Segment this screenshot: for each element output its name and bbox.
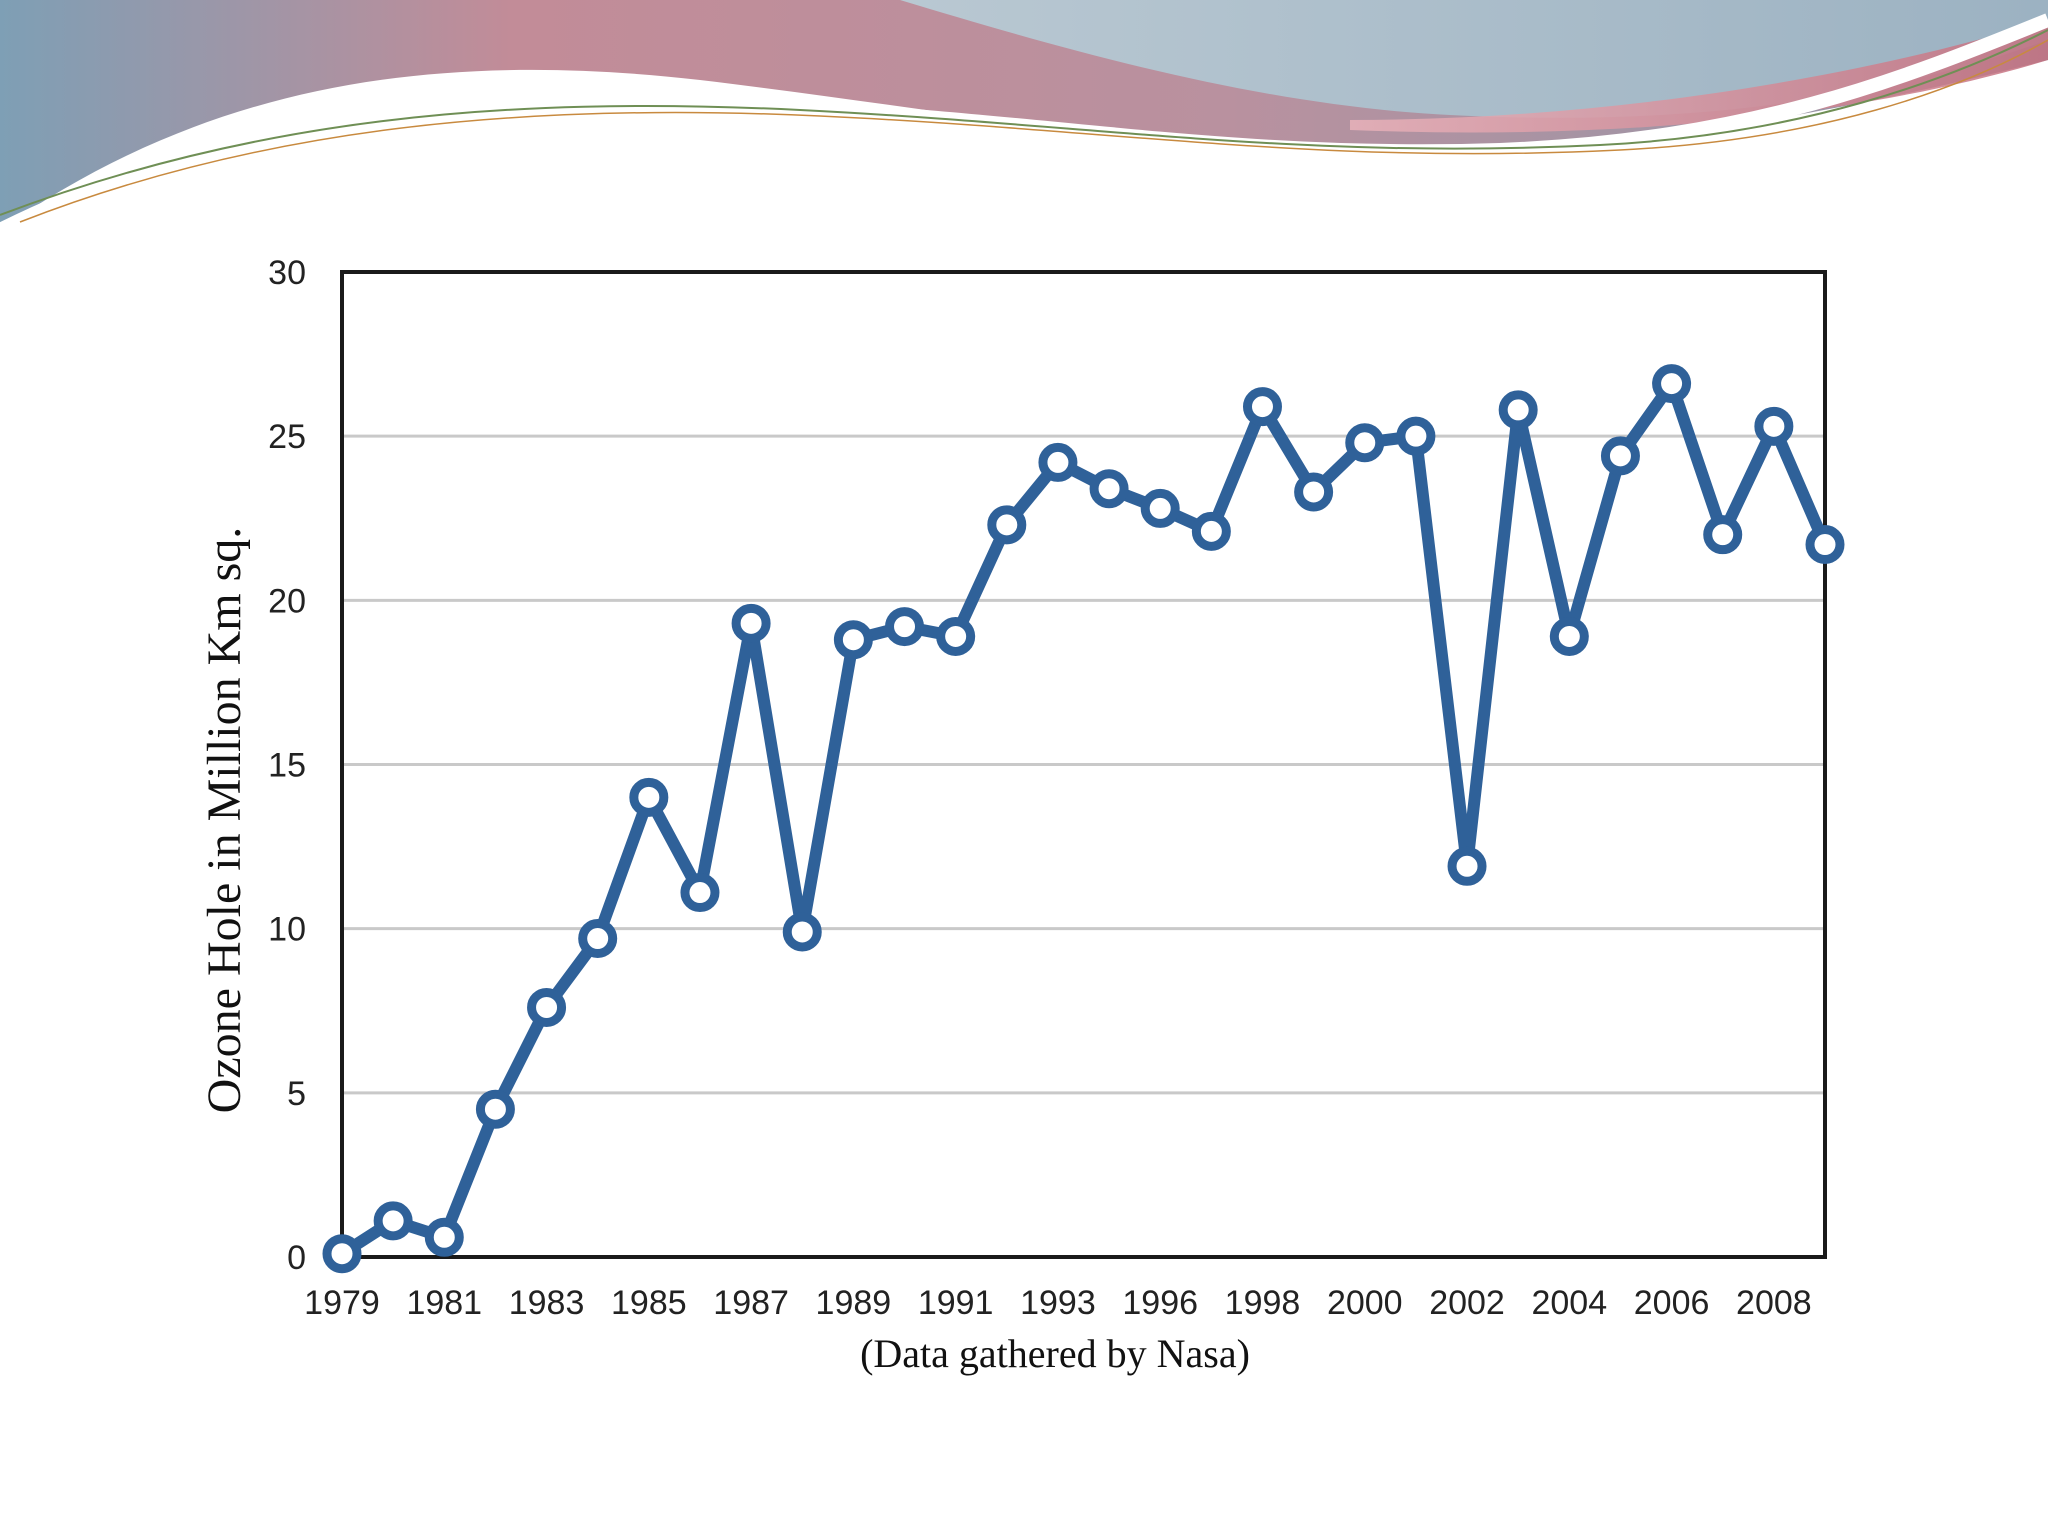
chart-caption: (Data gathered by Nasa) <box>860 1331 1250 1376</box>
data-point <box>833 620 873 660</box>
x-tick-label: 1983 <box>509 1284 585 1322</box>
x-tick-label: 1979 <box>304 1284 380 1322</box>
plot-frame <box>340 270 1827 1259</box>
data-point <box>424 1217 464 1257</box>
banner-thin-line-2 <box>19 39 2048 223</box>
y-axis-ticks: 0 5 10 15 20 25 30 <box>268 254 306 1277</box>
y-axis-title: Ozone Hole in Million Km sq. <box>198 527 251 1114</box>
data-point <box>1191 511 1231 551</box>
x-tick-label: 2006 <box>1634 1284 1710 1322</box>
data-point <box>1396 416 1436 456</box>
y-tick-label: 15 <box>268 747 306 785</box>
x-tick-label: 2000 <box>1327 1284 1403 1322</box>
data-point <box>578 919 618 959</box>
data-point <box>1549 616 1589 656</box>
x-tick-label: 1993 <box>1020 1284 1096 1322</box>
data-point <box>731 603 771 643</box>
data-point <box>1754 406 1794 446</box>
y-tick-label: 30 <box>268 254 306 292</box>
data-point <box>680 873 720 913</box>
x-axis-ticks: 1979 1981 1983 1985 1987 1989 1991 1993 1996 1998… <box>304 1284 1812 1322</box>
data-point <box>373 1201 413 1241</box>
data-point <box>1652 364 1692 404</box>
x-tick-label: 2008 <box>1736 1284 1812 1322</box>
y-tick-label: 25 <box>268 418 306 456</box>
banner-thin-line-1 <box>0 29 2048 216</box>
x-tick-label: 1981 <box>406 1284 482 1322</box>
x-tick-label: 1989 <box>816 1284 892 1322</box>
x-tick-label: 1991 <box>918 1284 994 1322</box>
x-tick-label: 2002 <box>1429 1284 1505 1322</box>
data-point <box>1294 472 1334 512</box>
data-point <box>1345 423 1385 463</box>
data-point <box>475 1089 515 1129</box>
x-tick-label: 1987 <box>713 1284 789 1322</box>
x-tick-label: 2004 <box>1531 1284 1607 1322</box>
data-point <box>527 987 567 1027</box>
data-point <box>1600 436 1640 476</box>
data-markers <box>322 364 1845 1274</box>
data-point <box>629 777 669 817</box>
x-tick-label: 1985 <box>611 1284 687 1322</box>
series-line <box>336 377 1831 1260</box>
data-point <box>936 616 976 656</box>
y-tick-label: 5 <box>287 1075 306 1113</box>
data-point <box>1805 525 1845 565</box>
data-point <box>1498 390 1538 430</box>
y-tick-label: 20 <box>268 582 306 620</box>
data-point <box>322 1234 362 1274</box>
banner-white-curve <box>0 13 2048 237</box>
x-tick-label: 1996 <box>1122 1284 1198 1322</box>
y-tick-label: 10 <box>268 911 306 949</box>
data-point <box>1140 488 1180 528</box>
data-point <box>1038 442 1078 482</box>
data-point <box>1703 515 1743 555</box>
data-point <box>987 505 1027 545</box>
data-point <box>1242 387 1282 427</box>
y-tick-label: 0 <box>287 1239 306 1277</box>
data-point <box>1089 469 1129 509</box>
decorative-banner <box>0 0 2048 237</box>
data-point <box>1447 846 1487 886</box>
x-tick-label: 1998 <box>1225 1284 1301 1322</box>
data-point <box>782 912 822 952</box>
data-point <box>885 607 925 647</box>
